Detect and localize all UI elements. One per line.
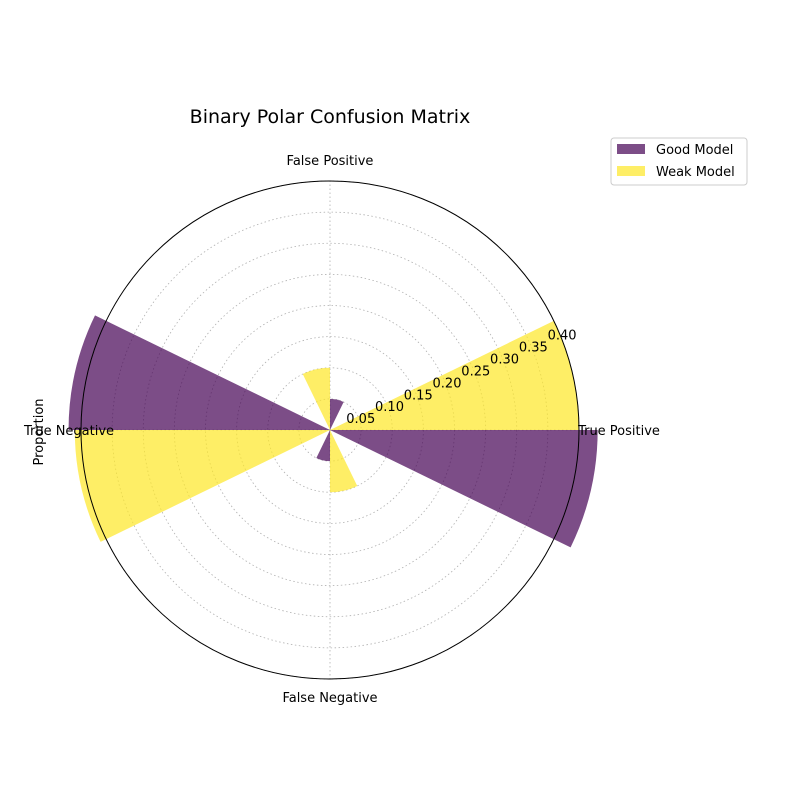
- polar-outer-ring: [80, 180, 580, 680]
- category-label: False Negative: [282, 691, 377, 706]
- radial-tick-label: 0.40: [548, 329, 577, 344]
- radial-tick-label: 0.25: [461, 364, 490, 379]
- bar-weak-2: [74, 430, 331, 542]
- polar-bars: [68, 315, 598, 548]
- bar-good-2: [68, 315, 331, 430]
- category-label: True Negative: [23, 424, 114, 439]
- bar-weak-1: [302, 367, 330, 430]
- radial-tick-label: 0.35: [519, 341, 548, 356]
- category-label: False Positive: [287, 154, 374, 169]
- bar-good-1: [330, 398, 344, 430]
- legend-label-weak: Weak Model: [656, 165, 735, 180]
- radial-tick-label: 0.10: [375, 400, 404, 415]
- legend-swatch-weak: [617, 166, 645, 176]
- radial-tick-label: 0.15: [404, 388, 433, 403]
- bar-good-0: [330, 430, 598, 548]
- legend: Good Model Weak Model: [610, 137, 748, 186]
- radial-tick-label: 0.30: [490, 353, 519, 368]
- radial-tick-label: 0.20: [433, 376, 462, 391]
- radial-tick-label: 0.05: [346, 412, 375, 427]
- legend-swatch-good: [617, 144, 645, 154]
- bar-weak-0: [330, 320, 579, 430]
- category-labels: True Positive False Positive True Negative…: [23, 154, 660, 706]
- bar-weak-3: [330, 430, 358, 493]
- chart-title: Binary Polar Confusion Matrix: [190, 106, 471, 128]
- y-axis-label: Proportion: [32, 398, 47, 465]
- legend-label-good: Good Model: [656, 143, 733, 158]
- category-label: True Positive: [577, 424, 660, 439]
- bar-good-3: [316, 430, 330, 462]
- radial-tick-labels: 0.050.100.150.200.250.300.350.40: [346, 329, 576, 427]
